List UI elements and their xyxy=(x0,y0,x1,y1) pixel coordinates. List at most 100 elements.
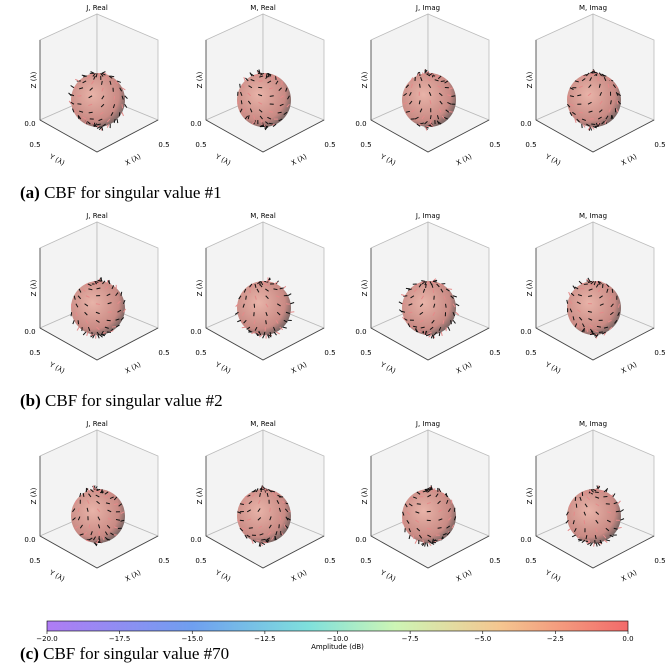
arrow xyxy=(88,103,93,107)
arrow xyxy=(414,283,419,287)
arrow xyxy=(91,80,95,85)
arrow xyxy=(245,295,247,300)
arrow xyxy=(569,503,572,508)
arrow xyxy=(235,303,239,307)
arrow xyxy=(568,291,571,296)
arrow xyxy=(258,69,261,74)
arrow xyxy=(86,75,91,79)
arrow xyxy=(251,493,255,498)
arrow xyxy=(268,524,272,529)
arrow xyxy=(424,330,428,335)
arrow xyxy=(426,502,431,505)
arrow xyxy=(93,123,98,127)
arrow xyxy=(259,334,263,338)
colorbar-tick-label: −15.0 xyxy=(182,635,203,643)
subplot: M, Imag 0.0 0.5 0.5 Z (λ) Y (λ) X (λ) xyxy=(520,420,665,583)
arrow xyxy=(285,516,289,521)
arrow xyxy=(580,491,583,496)
arrow xyxy=(589,489,592,494)
arrow xyxy=(566,299,569,304)
subplot-title: J, Imag xyxy=(415,4,440,12)
arrow xyxy=(98,524,101,529)
arrow xyxy=(111,326,116,328)
arrow xyxy=(565,519,569,524)
arrow xyxy=(589,126,593,131)
arrow xyxy=(279,287,284,290)
axis-line xyxy=(370,535,490,569)
arrow xyxy=(108,75,113,79)
arrow xyxy=(106,123,110,128)
arrow xyxy=(275,295,280,298)
arrow xyxy=(237,100,240,105)
arrow xyxy=(579,496,582,501)
arrow xyxy=(572,111,576,115)
arrow xyxy=(431,319,435,324)
y-axis-label: Y (λ) xyxy=(213,568,232,583)
arrow xyxy=(570,292,575,297)
arrow xyxy=(86,121,91,125)
y-axis-label: Y (λ) xyxy=(378,152,397,167)
arrow xyxy=(437,538,442,541)
arrow xyxy=(106,293,111,297)
arrow xyxy=(566,511,569,516)
arrow xyxy=(275,80,279,85)
arrow xyxy=(595,519,599,524)
arrow xyxy=(87,283,92,287)
x-axis-label: X (λ) xyxy=(124,568,143,583)
y-tick-label: 0.5 xyxy=(195,141,206,149)
arrow xyxy=(586,328,589,333)
arrow xyxy=(425,70,430,74)
arrow xyxy=(251,490,256,493)
arrow xyxy=(278,118,283,122)
arrow xyxy=(595,283,599,288)
z-tick-label: 0.0 xyxy=(190,536,201,544)
arrow xyxy=(428,72,433,76)
arrow xyxy=(410,77,414,82)
arrow xyxy=(455,311,460,316)
arrow xyxy=(419,122,424,125)
arrow xyxy=(421,72,425,77)
arrow xyxy=(121,87,126,91)
arrow xyxy=(242,502,247,505)
arrow xyxy=(447,326,451,331)
arrow xyxy=(578,85,583,89)
arrow xyxy=(123,308,127,313)
arrow xyxy=(90,531,93,536)
arrow xyxy=(426,542,429,547)
arrow xyxy=(596,325,601,328)
arrow xyxy=(101,126,104,131)
z-tick-label: 0.0 xyxy=(355,328,366,336)
z-axis-label: Z (λ) xyxy=(526,487,534,504)
arrow xyxy=(99,111,104,115)
arrow xyxy=(617,312,620,317)
arrow xyxy=(586,496,591,501)
arrow xyxy=(257,517,262,521)
colorbar-tick-label: 0.0 xyxy=(622,635,633,643)
arrow xyxy=(115,519,121,521)
arrow xyxy=(107,517,112,521)
arrow xyxy=(587,542,592,546)
arrow xyxy=(612,493,616,498)
x-axis-label: X (λ) xyxy=(620,152,639,167)
arrow xyxy=(96,539,100,544)
arrow xyxy=(575,503,578,508)
arrow xyxy=(429,120,432,125)
arrow xyxy=(111,285,115,290)
arrow xyxy=(239,108,243,113)
arrow xyxy=(603,77,607,82)
arrow xyxy=(614,319,618,324)
arrow xyxy=(411,109,415,113)
x-tick-label: 0.5 xyxy=(489,557,500,565)
arrow xyxy=(440,331,443,337)
arrow xyxy=(104,491,109,495)
arrow xyxy=(620,509,624,513)
arrow xyxy=(77,516,81,521)
subplot-title: M, Imag xyxy=(579,4,607,12)
arrow xyxy=(97,516,101,521)
arrow xyxy=(431,280,436,285)
arrow xyxy=(110,532,114,536)
arrow xyxy=(268,489,272,493)
y-tick-label: 0.5 xyxy=(195,557,206,565)
x-axis-label: X (λ) xyxy=(290,360,309,375)
arrow xyxy=(98,488,102,493)
